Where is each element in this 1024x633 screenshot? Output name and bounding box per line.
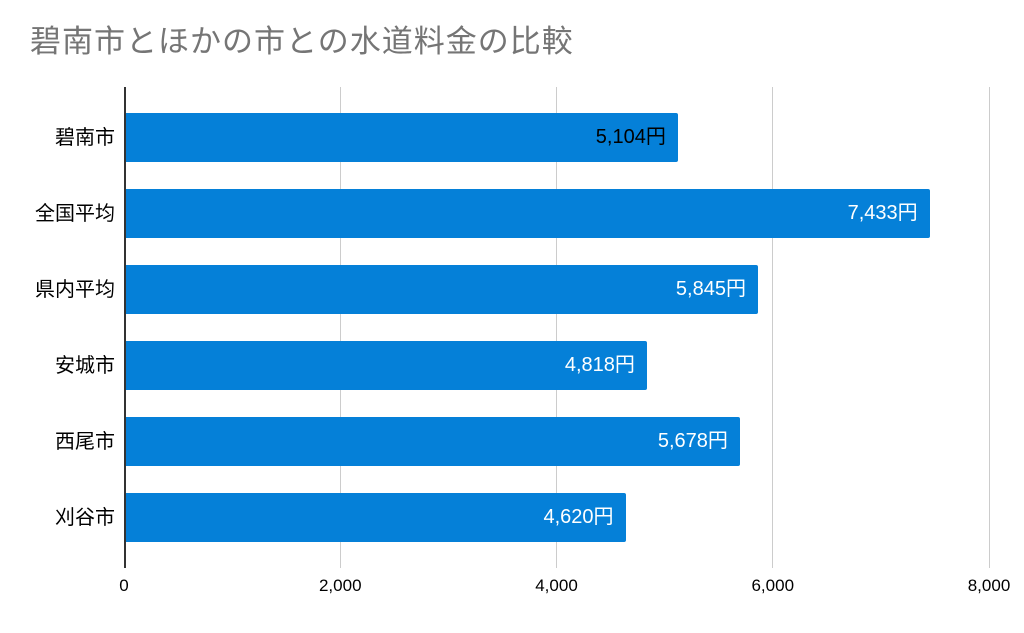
bars-layer: 5,104円 7,433円 5,845円 4,818円 5,678円 4,620円: [126, 100, 989, 556]
chart-title: 碧南市とほかの市との水道料金の比較: [30, 24, 574, 59]
bar-value-label: 4,620円: [543, 506, 614, 528]
bar-row: 7,433円: [126, 176, 989, 252]
y-axis-line: [124, 87, 126, 568]
bar-value-label: 7,433円: [847, 202, 918, 224]
bar-row: 5,104円: [126, 100, 989, 176]
bar-西尾市: 5,678円: [126, 417, 740, 466]
bar-全国平均: 7,433円: [126, 189, 930, 238]
bar-碧南市: 5,104円: [126, 113, 678, 162]
gridline-6000: [772, 87, 774, 568]
x-tick-label-8000: 8,000: [967, 576, 1011, 595]
category-label-安城市: 安城市: [55, 355, 115, 377]
category-label-刈谷市: 刈谷市: [55, 507, 115, 529]
bar-value-label: 5,678円: [657, 430, 728, 452]
bar-県内平均: 5,845円: [126, 265, 758, 314]
category-label-西尾市: 西尾市: [55, 431, 115, 453]
category-label-全国平均: 全国平均: [35, 203, 115, 225]
bar-row: 4,620円: [126, 480, 989, 556]
bar-刈谷市: 4,620円: [126, 493, 626, 542]
bar-row: 4,818円: [126, 328, 989, 404]
gridline-8000: [988, 87, 990, 568]
value-axis: 0 2,000 4,000 6,000 8,000: [0, 576, 1024, 600]
bar-value-label: 4,818円: [564, 354, 635, 376]
gridline-2000: [339, 87, 341, 568]
x-tick-label-4000: 4,000: [535, 576, 578, 595]
x-tick-label-0: 0: [119, 576, 129, 595]
x-tick-label-6000: 6,000: [751, 576, 795, 595]
gridline-4000: [556, 87, 557, 568]
bar-row: 5,678円: [126, 404, 989, 480]
bar-value-label: 5,104円: [595, 126, 666, 148]
category-axis: 碧南市全国平均県内平均安城市西尾市刈谷市: [0, 100, 115, 556]
plot-area: 5,104円 7,433円 5,845円 4,818円 5,678円 4,620円: [124, 87, 990, 568]
category-label-県内平均: 県内平均: [35, 279, 115, 301]
bar-row: 5,845円: [126, 252, 989, 328]
x-tick-label-2000: 2,000: [318, 576, 362, 595]
category-label-碧南市: 碧南市: [55, 127, 115, 149]
bar-value-label: 5,845円: [675, 278, 746, 300]
bar-安城市: 4,818円: [126, 341, 647, 390]
